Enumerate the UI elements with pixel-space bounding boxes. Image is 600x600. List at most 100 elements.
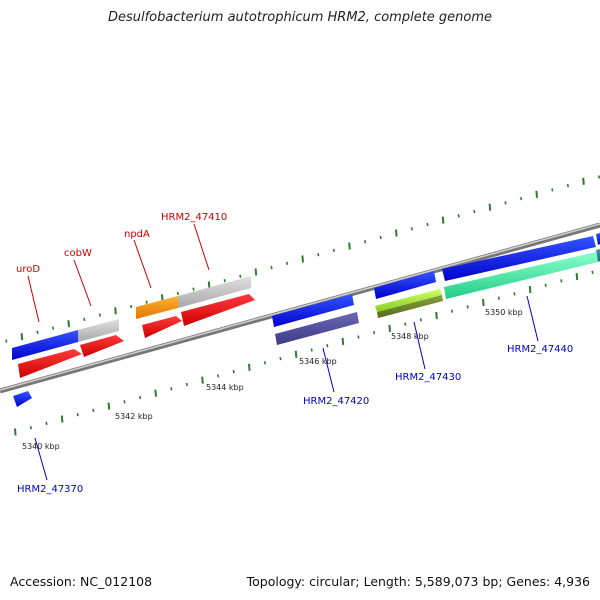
leader-hrm2-47430 [413, 321, 426, 370]
gene-label-hrm2-47420[interactable]: HRM2_47420 [303, 396, 369, 407]
gene-label-uroD[interactable]: uroD [16, 264, 40, 275]
gene-hrm2-47420[interactable] [272, 294, 354, 327]
gene-uroD[interactable] [12, 330, 78, 360]
gene-npdA[interactable] [136, 296, 178, 319]
leader-hrm2-47410 [193, 223, 210, 271]
gene-label-hrm2-47440[interactable]: HRM2_47440 [507, 344, 573, 355]
minor-tick [76, 413, 79, 417]
major-tick [488, 203, 492, 211]
forward-genes [12, 233, 600, 407]
minor-tick [364, 240, 367, 244]
major-tick [114, 307, 117, 315]
leader-hrm2-47440 [526, 295, 539, 342]
minor-tick [130, 304, 133, 309]
minor-tick [332, 248, 335, 253]
major-tick [207, 281, 211, 289]
gene-labels: uroD cobW npdA HRM2_47410 HRM2_47370 HRM… [16, 212, 573, 495]
minor-tick [123, 400, 126, 404]
major-tick [67, 320, 70, 328]
minor-tick [419, 318, 422, 322]
scale-label: 5350 kbp [485, 308, 523, 317]
major-tick [254, 268, 258, 276]
minor-tick [598, 175, 600, 179]
minor-tick [185, 382, 188, 387]
minor-tick [286, 261, 289, 265]
minor-tick [373, 331, 376, 335]
major-tick [294, 350, 298, 358]
minor-tick [379, 235, 382, 240]
minor-tick [357, 335, 360, 339]
major-tick [535, 190, 538, 198]
minor-tick [410, 227, 413, 231]
major-tick [441, 216, 445, 224]
gene-hrm2-47430[interactable] [374, 271, 436, 299]
paired-genes [18, 249, 600, 378]
leader-hrm2-47370 [34, 437, 48, 481]
leader-npdA [133, 239, 152, 289]
minor-tick [473, 209, 476, 214]
minor-tick [239, 274, 242, 278]
gene-red-3[interactable] [142, 316, 182, 338]
minor-tick [83, 317, 86, 322]
label-leaders [27, 223, 539, 481]
major-tick [341, 337, 345, 345]
genome-summary: Topology: circular; Length: 5,589,073 bp… [246, 574, 590, 589]
gene-label-hrm2-47430[interactable]: HRM2_47430 [395, 372, 461, 383]
major-tick [388, 324, 391, 332]
accession: Accession: NC_012108 [10, 574, 153, 589]
minor-tick [551, 188, 554, 192]
gene-hrm2-47370[interactable] [13, 391, 32, 407]
major-tick [248, 363, 251, 371]
minor-tick [192, 287, 195, 291]
minor-tick [176, 291, 179, 296]
map-title: Desulfobacterium autotrophicum HRM2, com… [107, 10, 493, 25]
gene-label-npdA[interactable]: npdA [124, 229, 150, 240]
minor-tick [451, 309, 454, 313]
major-tick [201, 376, 204, 384]
scale-label: 5348 kbp [391, 332, 429, 341]
major-tick [60, 415, 64, 423]
minor-tick [591, 270, 594, 274]
gene-label-cobW[interactable]: cobW [64, 248, 92, 259]
minor-tick [326, 344, 329, 348]
major-tick [395, 229, 398, 237]
gene-purple[interactable] [275, 312, 359, 345]
major-tick [482, 298, 485, 307]
minor-tick [497, 296, 500, 300]
gene-red-1[interactable] [18, 349, 82, 378]
minor-tick [426, 222, 429, 227]
major-tick [582, 177, 585, 185]
gene-red-4[interactable] [181, 294, 255, 326]
minor-tick [466, 305, 469, 309]
gene-hrm2-47410[interactable] [178, 276, 251, 308]
upper-tick-row [5, 175, 600, 343]
gene-mint[interactable] [444, 252, 598, 299]
major-tick [348, 242, 351, 250]
minor-tick [457, 214, 460, 218]
gene-label-hrm2-47410[interactable]: HRM2_47410 [161, 212, 227, 223]
minor-tick [217, 374, 220, 378]
gene-hrm2-47440[interactable] [442, 236, 596, 281]
gene-red-2[interactable] [80, 335, 124, 357]
scale-label: 5340 kbp [22, 442, 60, 451]
minor-tick [145, 300, 148, 304]
minor-tick [232, 369, 235, 374]
gene-partial-right[interactable] [596, 233, 600, 245]
scale-label: 5344 kbp [206, 383, 244, 392]
minor-tick [560, 279, 563, 283]
gene-olive[interactable] [377, 295, 443, 318]
minor-tick [170, 387, 173, 391]
gene-label-hrm2-47370[interactable]: HRM2_47370 [17, 484, 83, 495]
lower-tick-row [14, 270, 594, 436]
minor-tick [92, 408, 95, 413]
major-tick [528, 286, 532, 294]
gene-lime[interactable] [375, 289, 442, 312]
genome-backbone [0, 222, 600, 394]
gene-cobW[interactable] [78, 319, 119, 342]
minor-tick [36, 330, 39, 335]
scale-label: 5342 kbp [115, 412, 153, 421]
minor-tick [544, 283, 547, 287]
gene-teal-right[interactable] [596, 249, 600, 262]
leader-hrm2-47420 [322, 347, 335, 393]
